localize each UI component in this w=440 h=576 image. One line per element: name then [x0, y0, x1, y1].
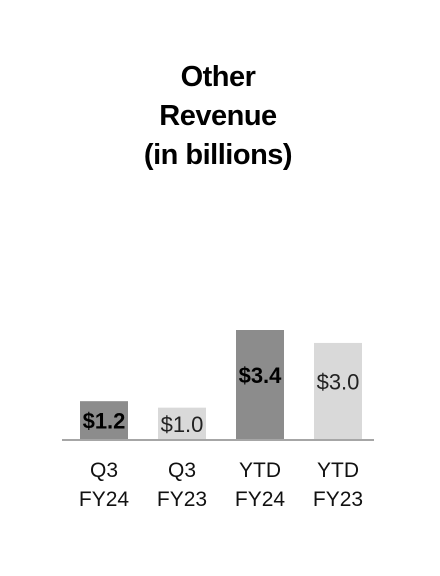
category-label-1-line-1: Q3	[168, 459, 196, 482]
chart-title-line-2: Revenue	[159, 100, 277, 132]
category-label-2-line-1: YTD	[239, 459, 281, 482]
bar-1	[158, 407, 206, 440]
chart-title: Other Revenue (in billions)	[144, 61, 293, 171]
chart-title-line-1: Other	[181, 61, 256, 93]
bar-2	[236, 330, 284, 440]
category-label-1-line-2: FY23	[157, 488, 207, 511]
value-labels: $1.2 $1.0 $3.4 $3.0	[83, 363, 360, 437]
category-label-0-line-2: FY24	[79, 488, 130, 511]
bar-value-label-2: $3.4	[239, 363, 283, 388]
category-label-3-line-1: YTD	[317, 459, 359, 482]
bar-0	[80, 401, 128, 440]
bar-value-label-1: $1.0	[161, 412, 204, 437]
category-label-0-line-1: Q3	[90, 459, 118, 482]
bar-value-label-3: $3.0	[317, 369, 360, 394]
bar-3	[314, 342, 362, 440]
chart-title-line-3: (in billions)	[144, 139, 292, 171]
bars	[80, 330, 362, 440]
bar-value-label-0: $1.2	[83, 409, 126, 434]
category-labels: Q3 FY24 Q3 FY23 YTD FY24 YTD FY23	[79, 459, 363, 511]
category-label-2-line-2: FY24	[235, 488, 286, 511]
category-label-3-line-2: FY23	[313, 488, 363, 511]
